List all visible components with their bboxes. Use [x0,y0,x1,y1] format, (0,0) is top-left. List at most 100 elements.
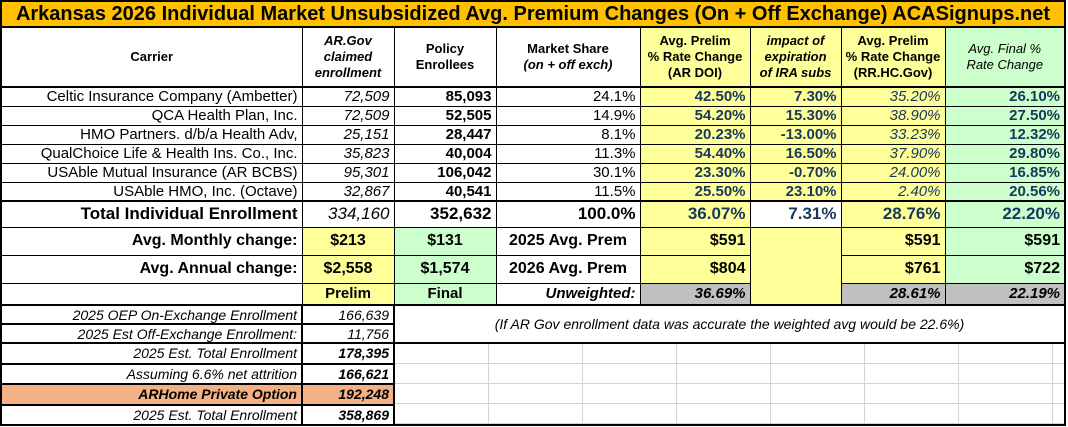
prelim-rrhc-cell[interactable]: 38.90% [840,105,946,126]
annual-change-label[interactable]: Avg. Annual change: [0,254,303,284]
prelim-rrhc-cell[interactable]: 35.20% [840,86,946,107]
prelim-label[interactable]: Prelim [301,282,395,306]
avg-prem-2026-final[interactable]: $722 [944,254,1066,284]
unweighted-rrhc[interactable]: 28.61% [840,282,946,306]
bottom-label[interactable]: ARHome Private Option [0,383,303,406]
carrier-name-cell[interactable]: HMO Partners. d/b/a Health Adv, [0,124,303,145]
ira-impact-cell[interactable]: -13.00% [749,124,842,145]
avg-prem-2026-rrhc[interactable]: $761 [840,254,946,284]
final-rate-cell[interactable]: 20.56% [944,181,1066,202]
table-row: QualChoice Life & Health Ins. Co., Inc. … [0,143,1066,164]
prelim-rrhc-cell[interactable]: 24.00% [840,162,946,183]
col-header-market-share[interactable]: Market Share (on + off exch) [495,26,641,88]
unweighted-doi[interactable]: 36.69% [639,282,751,306]
col-header-ira-impact[interactable]: impact of expiration of IRA subs [749,26,842,88]
total-label[interactable]: Total Individual Enrollment [0,200,303,228]
bottom-label[interactable]: 2025 Est. Total Enrollment [0,342,303,365]
bottom-value[interactable]: 178,395 [301,342,395,365]
final-rate-cell[interactable]: 26.10% [944,86,1066,107]
total-share[interactable]: 100.0% [495,200,641,228]
argov-enrollment-cell[interactable]: 35,823 [301,143,395,164]
argov-enrollment-cell[interactable]: 72,509 [301,105,395,126]
argov-enrollment-cell[interactable]: 32,867 [301,181,395,202]
market-share-cell[interactable]: 11.5% [495,181,641,202]
market-share-cell[interactable]: 24.1% [495,86,641,107]
empty-cell[interactable] [0,282,303,306]
prelim-ardoi-cell[interactable]: 25.50% [639,181,751,202]
carrier-name-cell[interactable]: QualChoice Life & Health Ins. Co., Inc. [0,143,303,164]
total-ardoi[interactable]: 36.07% [639,200,751,228]
carrier-name-cell[interactable]: QCA Health Plan, Inc. [0,105,303,126]
argov-enrollment-cell[interactable]: 25,151 [301,124,395,145]
final-rate-cell[interactable]: 29.80% [944,143,1066,164]
carrier-name-cell[interactable]: USAble HMO, Inc. (Octave) [0,181,303,202]
final-label[interactable]: Final [393,282,497,306]
market-share-cell[interactable]: 30.1% [495,162,641,183]
bottom-label[interactable]: 2025 OEP On-Exchange Enrollment [0,304,303,325]
col-header-argov-enrollment[interactable]: AR.Gov claimed enrollment [301,26,395,88]
argov-enrollment-cell[interactable]: 72,509 [301,86,395,107]
market-share-cell[interactable]: 14.9% [495,105,641,126]
market-share-cell[interactable]: 8.1% [495,124,641,145]
final-rate-cell[interactable]: 16.85% [944,162,1066,183]
bottom-value[interactable]: 192,248 [301,383,395,406]
avg-prem-2025-label[interactable]: 2025 Avg. Prem [495,226,641,256]
total-rrhc[interactable]: 28.76% [840,200,946,228]
final-rate-cell[interactable]: 12.32% [944,124,1066,145]
ira-merged-empty-cell[interactable] [749,226,842,306]
bottom-label[interactable]: 2025 Est Off-Exchange Enrollment: [0,323,303,344]
prelim-rrhc-cell[interactable]: 37.90% [840,143,946,164]
avg-prem-2025-doi[interactable]: $591 [639,226,751,256]
ira-impact-cell[interactable]: 15.30% [749,105,842,126]
bottom-value[interactable]: 11,756 [301,323,395,344]
bottom-label[interactable]: Assuming 6.6% net attrition [0,362,303,385]
total-argov[interactable]: 334,160 [301,200,395,228]
carrier-name-cell[interactable]: USAble Mutual Insurance (AR BCBS) [0,162,303,183]
ira-impact-cell[interactable]: 16.50% [749,143,842,164]
total-ira[interactable]: 7.31% [749,200,842,228]
prelim-ardoi-cell[interactable]: 20.23% [639,124,751,145]
avg-prem-2025-rrhc[interactable]: $591 [840,226,946,256]
avg-prem-2026-doi[interactable]: $804 [639,254,751,284]
prelim-ardoi-cell[interactable]: 23.30% [639,162,751,183]
policy-enrollees-cell[interactable]: 40,541 [393,181,497,202]
prelim-rrhc-cell[interactable]: 33.23% [840,124,946,145]
policy-enrollees-cell[interactable]: 52,505 [393,105,497,126]
monthly-prelim[interactable]: $213 [301,226,395,256]
bottom-value[interactable]: 358,869 [301,403,395,426]
policy-enrollees-cell[interactable]: 85,093 [393,86,497,107]
col-header-final-rate[interactable]: Avg. Final % Rate Change [944,26,1066,88]
prelim-rrhc-cell[interactable]: 2.40% [840,181,946,202]
col-header-prelim-ardoi[interactable]: Avg. Prelim % Rate Change (AR DOI) [639,26,751,88]
policy-enrollees-cell[interactable]: 40,004 [393,143,497,164]
annual-prelim[interactable]: $2,558 [301,254,395,284]
table-row: HMO Partners. d/b/a Health Adv, 25,151 2… [0,124,1066,145]
prelim-ardoi-cell[interactable]: 42.50% [639,86,751,107]
bottom-value[interactable]: 166,621 [301,362,395,385]
policy-enrollees-cell[interactable]: 28,447 [393,124,497,145]
monthly-change-label[interactable]: Avg. Monthly change: [0,226,303,256]
carrier-name-cell[interactable]: Celtic Insurance Company (Ambetter) [0,86,303,107]
final-rate-cell[interactable]: 27.50% [944,105,1066,126]
prelim-ardoi-cell[interactable]: 54.40% [639,143,751,164]
col-header-prelim-rrhcgov[interactable]: Avg. Prelim % Rate Change (RR.HC.Gov) [840,26,946,88]
avg-prem-2025-final[interactable]: $591 [944,226,1066,256]
policy-enrollees-cell[interactable]: 106,042 [393,162,497,183]
bottom-value[interactable]: 166,639 [301,304,395,325]
ira-impact-cell[interactable]: -0.70% [749,162,842,183]
avg-prem-2026-label[interactable]: 2026 Avg. Prem [495,254,641,284]
total-enrollees[interactable]: 352,632 [393,200,497,228]
annual-final[interactable]: $1,574 [393,254,497,284]
argov-enrollment-cell[interactable]: 95,301 [301,162,395,183]
ira-impact-cell[interactable]: 23.10% [749,181,842,202]
market-share-cell[interactable]: 11.3% [495,143,641,164]
monthly-final[interactable]: $131 [393,226,497,256]
col-header-policy-enrollees[interactable]: Policy Enrollees [393,26,497,88]
unweighted-final[interactable]: 22.19% [944,282,1066,306]
prelim-ardoi-cell[interactable]: 54.20% [639,105,751,126]
ira-impact-cell[interactable]: 7.30% [749,86,842,107]
unweighted-label[interactable]: Unweighted: [495,282,641,306]
col-header-carrier[interactable]: Carrier [0,26,303,88]
bottom-label[interactable]: 2025 Est. Total Enrollment [0,403,303,426]
total-final[interactable]: 22.20% [944,200,1066,228]
